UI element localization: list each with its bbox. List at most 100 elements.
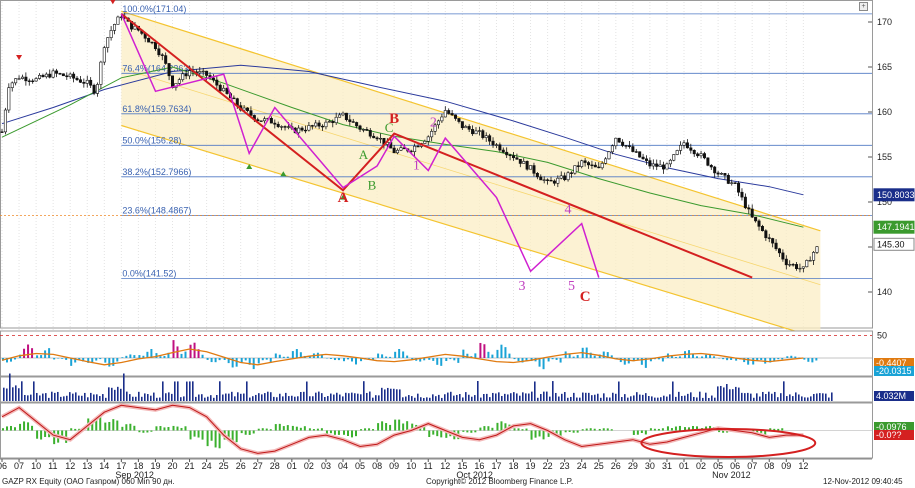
osc-tag-label: -0.0976	[876, 422, 907, 432]
month-axis: Sep 2012 Oct 2012 Nov 2012	[0, 463, 915, 480]
volume-bar	[180, 397, 182, 401]
volume-bar	[531, 391, 533, 401]
candle-body	[334, 116, 338, 124]
candle-body	[116, 16, 120, 25]
osc-hist-bar	[769, 428, 772, 431]
x-tick-label: 01	[679, 461, 689, 471]
volume-bar	[573, 392, 575, 401]
volume-bar	[693, 396, 695, 401]
wave-label: 4	[565, 203, 572, 218]
macd-hist-bar	[542, 358, 545, 370]
volume-bar	[249, 397, 251, 401]
macd-hist-bar	[794, 356, 797, 358]
candle-body	[153, 41, 157, 50]
candle-body	[10, 82, 14, 88]
volume-bar	[678, 391, 680, 401]
osc-hist-bar	[381, 421, 384, 431]
macd-hist-bar	[133, 355, 136, 358]
osc-hist-bar	[640, 430, 643, 433]
macd-hist-bar	[252, 358, 255, 370]
macd-hist-bar	[355, 358, 357, 365]
osc-hist-bar	[364, 428, 367, 431]
macd-hist-bar	[223, 358, 226, 360]
osc-hist-bar	[661, 428, 664, 431]
osc-hist-bar	[116, 420, 119, 431]
volume-bar	[750, 393, 752, 401]
macd-hist-bar	[210, 358, 213, 363]
osc-hist-bar	[231, 430, 234, 445]
volume-bar	[813, 393, 815, 401]
macd-hist-bar	[218, 358, 221, 361]
osc-hist-bar	[265, 428, 268, 431]
macd-hist-bar	[598, 354, 601, 358]
osc-hist-bar	[312, 429, 315, 431]
volume-bar	[45, 393, 47, 401]
macd-hist-bar	[559, 358, 562, 363]
volume-bar	[462, 397, 464, 401]
osc-hist-bar	[368, 428, 371, 431]
candle-body	[7, 87, 11, 111]
candle-body	[644, 158, 648, 161]
macd-hist-bar	[155, 353, 158, 358]
x-tick-label: 10	[406, 461, 416, 471]
macd-hist-bar	[496, 349, 499, 358]
osc-hist-bar	[764, 430, 767, 435]
trend-channel-fill	[121, 11, 821, 339]
macd-hist-bar	[108, 358, 111, 367]
candle-body	[150, 41, 154, 44]
candle-body	[89, 79, 93, 86]
macd-hist-bar	[248, 358, 251, 365]
candle-body	[68, 73, 72, 78]
macd-hist-bar	[803, 358, 806, 360]
osc-hist-bar	[78, 428, 81, 431]
macd-hist-bar	[184, 351, 187, 358]
volume-bar	[477, 381, 479, 401]
candle-body	[552, 180, 556, 184]
volume-bar	[288, 396, 290, 401]
macd-hist-bar	[602, 351, 605, 358]
month-label-nov: Nov 2012	[712, 470, 751, 480]
osc-hist-bar	[23, 421, 26, 431]
macd-hist-bar	[129, 354, 132, 358]
macd-hist-bar	[491, 354, 494, 358]
candle-body	[682, 142, 686, 146]
volume-bar	[408, 395, 410, 401]
volume-bar	[219, 381, 221, 401]
candle-body	[215, 79, 219, 86]
macd-hist-bar	[623, 358, 626, 365]
macd-hist-bar	[261, 358, 264, 361]
candle-body	[638, 151, 642, 158]
volume-bar	[9, 373, 11, 401]
osc-hist-bar	[709, 425, 712, 431]
volume-bar	[333, 394, 335, 401]
osc-hist-bar	[440, 430, 443, 438]
osc-hist-bar	[337, 430, 340, 435]
macd-hist-bar	[606, 352, 609, 358]
x-tick-label: 12	[65, 461, 75, 471]
volume-bar	[147, 394, 149, 401]
candle-body	[198, 71, 202, 74]
macd-hist-bar	[551, 358, 554, 360]
osc-hist-bar	[670, 428, 673, 431]
macd-hist-bar	[31, 348, 34, 358]
candle-body	[259, 120, 263, 122]
candle-body	[85, 79, 89, 84]
x-tick-label: 23	[560, 461, 570, 471]
volume-bar	[441, 397, 443, 401]
volume-bar	[732, 389, 734, 401]
copyright-label: Copyright© 2012 Bloomberg Finance L.P.	[426, 477, 574, 486]
osc-hist-bar	[653, 428, 656, 431]
osc-hist-bar	[227, 430, 230, 442]
macd-hist-bar	[176, 346, 179, 358]
volume-bar	[363, 381, 365, 401]
volume-bar	[162, 381, 164, 401]
candle-body	[648, 160, 652, 167]
macd-hist-bar	[159, 356, 162, 358]
fib-level-label: 100.0%(171.04)	[122, 4, 186, 14]
chart-settings-icon[interactable]: +	[859, 2, 868, 11]
candle-body	[413, 145, 417, 152]
candle-body	[188, 70, 192, 77]
volume-bar	[609, 397, 611, 401]
macd-hist-bar	[504, 347, 507, 358]
volume-bar	[618, 381, 620, 401]
